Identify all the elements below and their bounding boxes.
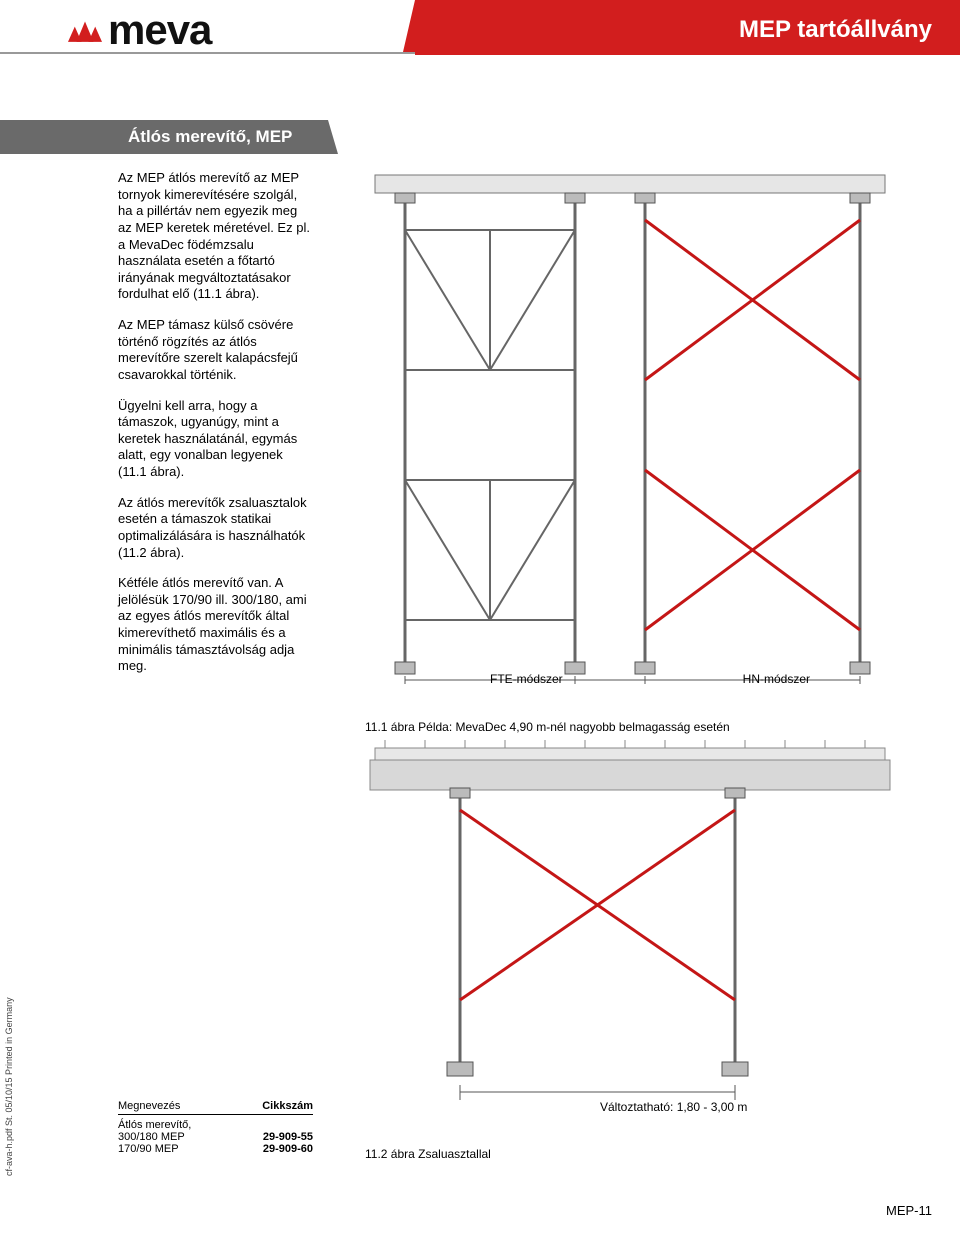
paragraph: Ügyelni kell arra, hogy a támaszok, ugya… xyxy=(118,398,313,481)
logo-icon xyxy=(68,13,102,47)
parts-header-code: Cikkszám xyxy=(262,1100,313,1112)
fig1-left-label: FTE-módszer xyxy=(490,672,563,686)
parts-header-name: Megnevezés xyxy=(118,1100,180,1112)
brand-logo: meva xyxy=(68,6,211,54)
part-code: 29-909-60 xyxy=(263,1143,313,1155)
figure-11-2 xyxy=(365,740,895,1120)
paragraph: Kétféle átlós merevítő van. A jelölésük … xyxy=(118,575,313,675)
section-gutter xyxy=(0,120,118,154)
paragraph: Az átlós merevítők zsaluasztalok esetén … xyxy=(118,495,313,562)
figure-11-1-caption: 11.1 ábra Példa: MevaDec 4,90 m-nél nagy… xyxy=(365,720,730,734)
part-code: 29-909-55 xyxy=(263,1131,313,1143)
fig1-right-label: HN-módszer xyxy=(743,672,810,686)
parts-subhead: Átlós merevítő, xyxy=(118,1119,313,1131)
logo-text: meva xyxy=(108,6,211,54)
doc-title-band: MEP tartóállvány xyxy=(415,0,960,52)
paragraph: Az MEP átlós merevítő az MEP tornyok kim… xyxy=(118,170,313,303)
section-heading: Átlós merevítő, MEP xyxy=(118,120,328,154)
figure-11-2-caption: 11.2 ábra Zsaluasztallal xyxy=(365,1147,491,1161)
paragraph: Az MEP támasz külső csövére történő rögz… xyxy=(118,317,313,384)
accent-line xyxy=(415,52,960,55)
doc-title: MEP tartóállvány xyxy=(739,16,932,44)
figure-11-1-labels: FTE-módszer HN-módszer xyxy=(400,672,900,686)
part-name: 170/90 MEP xyxy=(118,1143,179,1155)
table-row: 300/180 MEP 29-909-55 xyxy=(118,1131,313,1143)
parts-table-header: Megnevezés Cikkszám xyxy=(118,1100,313,1115)
page-number: MEP-11 xyxy=(886,1203,932,1218)
accent-line-grey xyxy=(0,52,415,54)
parts-table: Megnevezés Cikkszám Átlós merevítő, 300/… xyxy=(118,1100,313,1155)
part-name: 300/180 MEP xyxy=(118,1131,185,1143)
figure-11-2-range: Változtatható: 1,80 - 3,00 m xyxy=(600,1100,747,1114)
table-row: 170/90 MEP 29-909-60 xyxy=(118,1143,313,1155)
figure-11-1 xyxy=(365,170,895,690)
print-info: cf-ava-h.pdf St. 05/10/15 Printed in Ger… xyxy=(4,997,14,1176)
body-text-column: Az MEP átlós merevítő az MEP tornyok kim… xyxy=(118,170,313,689)
section-heading-text: Átlós merevítő, MEP xyxy=(128,127,292,147)
